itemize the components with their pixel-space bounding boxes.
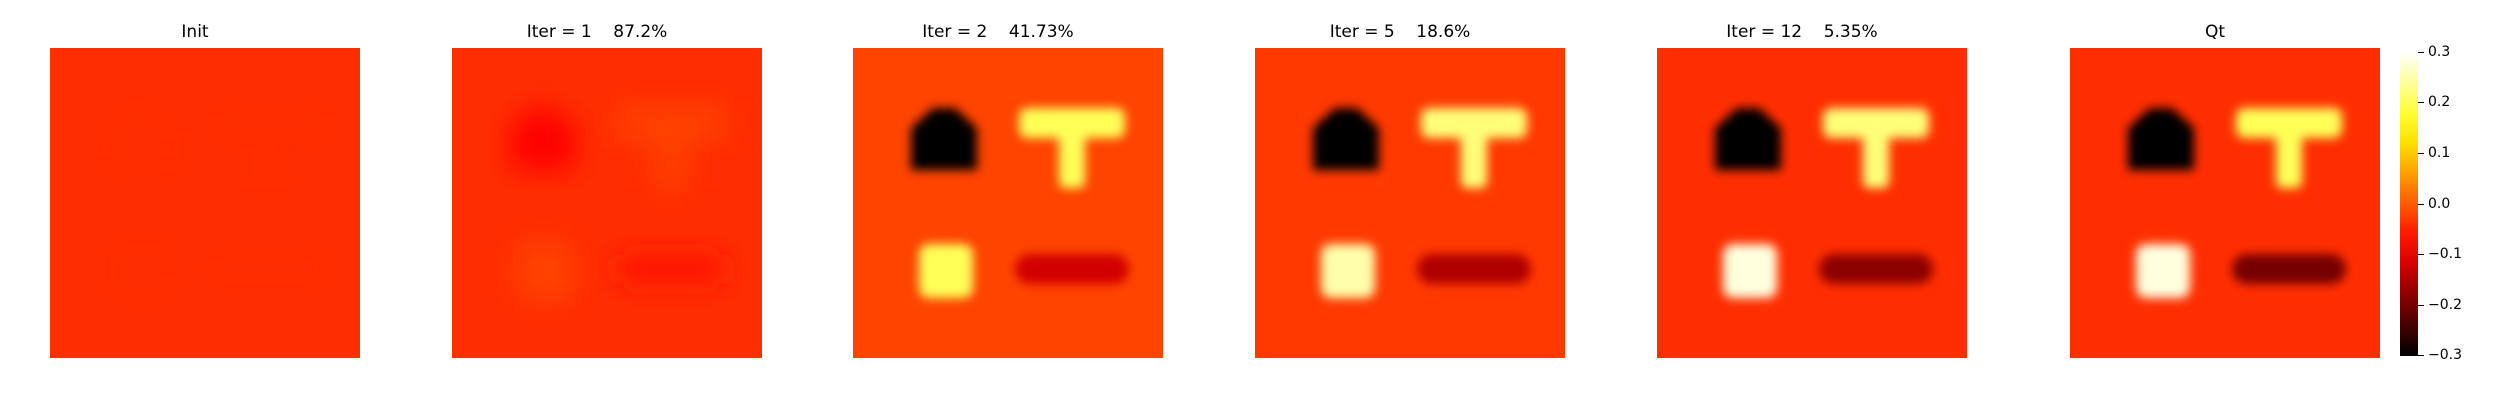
panel-title-init: Init [181,22,209,42]
heatmap-background [2070,48,2380,358]
heatmap-house-shape [911,108,977,170]
heatmap-t-shape-bar [618,108,724,138]
colorbar-tick-label: 0.1 [2428,145,2451,161]
heatmap-t-shape-stem [2276,130,2302,188]
panel-title-iter-1: Iter = 1 87.2% [526,22,668,42]
heatmap-bar-shape [1015,254,1129,284]
heatmap-background [50,48,360,358]
heatmap-house-shape [2128,108,2194,170]
colorbar [2400,52,2418,356]
colorbar-tick-mark [2418,355,2424,356]
panel-title-iter-5: Iter = 5 18.6% [1329,22,1471,42]
panel-title-qt: Qt [2204,22,2226,42]
heatmap-bar-shape [1417,254,1531,284]
heatmap-iter-5 [1255,48,1565,358]
colorbar-tick-label: 0.3 [2428,44,2451,60]
heatmap-t-shape-stem [1461,130,1487,188]
heatmap-house-shape [510,108,576,170]
heatmap-t-shape-stem [658,130,684,188]
heatmap-house-shape [1313,108,1379,170]
colorbar-tick-mark [2418,52,2424,53]
heatmap-bar-shape [1819,254,1933,284]
heatmap-t-shape-stem [1863,130,1889,188]
heatmap-t-shape-bar [1019,108,1125,138]
heatmap-t-shape-stem [1059,130,1085,188]
heatmap-square-shape [116,244,170,298]
colorbar-tick-label: 0.2 [2428,94,2451,110]
heatmap-iter-1 [452,48,762,358]
heatmap-house-shape [108,108,174,170]
colorbar-tick-mark [2418,102,2424,103]
colorbar-tick-label: −0.3 [2428,347,2462,363]
colorbar-tick-label: 0.0 [2428,196,2451,212]
heatmap-background [452,48,762,358]
colorbar-tick-mark [2418,254,2424,255]
heatmap-t-shape-bar [216,108,322,138]
colorbar-tick-mark [2418,305,2424,306]
heatmap-bar-shape [2232,254,2346,284]
heatmap-house-shape [1715,108,1781,170]
heatmap-iter-2 [853,48,1163,358]
colorbar-tick-mark [2418,204,2424,205]
colorbar-tick-mark [2418,153,2424,154]
heatmap-background [1657,48,1967,358]
colorbar-tick-label: −0.2 [2428,297,2462,313]
heatmap-t-shape-bar [2236,108,2342,138]
heatmap-init [50,48,360,358]
heatmap-qt [2070,48,2380,358]
heatmap-square-shape [1723,244,1777,298]
colorbar-tick-label: −0.1 [2428,246,2462,262]
heatmap-t-shape-stem [256,130,282,188]
heatmap-background [1255,48,1565,358]
heatmap-square-shape [1321,244,1375,298]
heatmap-bar-shape [614,254,728,284]
heatmap-t-shape-bar [1421,108,1527,138]
panel-title-iter-2: Iter = 2 41.73% [922,22,1074,42]
heatmap-iter-12 [1657,48,1967,358]
heatmap-square-shape [518,244,572,298]
panel-title-iter-12: Iter = 12 5.35% [1726,22,1878,42]
heatmap-square-shape [2136,244,2190,298]
heatmap-bar-shape [212,254,326,284]
heatmap-square-shape [919,244,973,298]
heatmap-t-shape-bar [1823,108,1929,138]
heatmap-background [853,48,1163,358]
